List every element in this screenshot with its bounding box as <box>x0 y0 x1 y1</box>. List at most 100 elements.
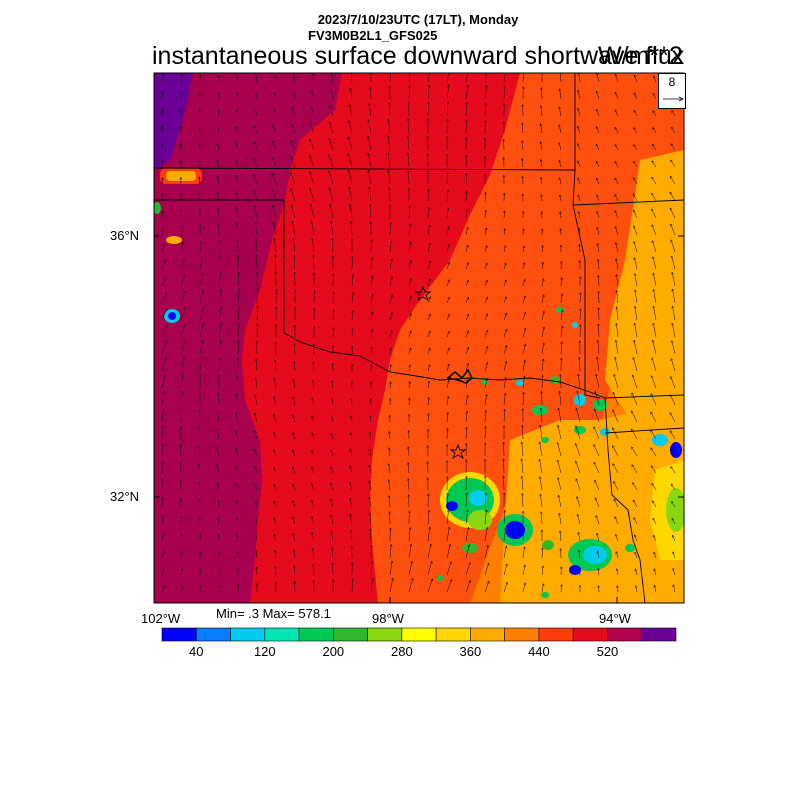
wind-arrow-icon <box>541 195 542 202</box>
wind-arrow-icon <box>199 127 200 134</box>
wind-arrow-icon <box>522 459 524 474</box>
wind-arrow-icon <box>653 111 657 117</box>
wind-arrow-icon <box>635 323 638 338</box>
wind-arrow-icon <box>370 205 371 219</box>
wind-arrow-icon <box>408 153 409 168</box>
wind-arrow-icon <box>408 463 409 474</box>
wind-arrow-icon <box>503 330 507 338</box>
wind-arrow-icon <box>294 566 295 576</box>
wind-arrow-icon <box>274 378 277 389</box>
wind-arrow-icon <box>255 518 258 525</box>
wind-arrow-icon <box>161 586 164 593</box>
wind-arrow-icon <box>370 529 371 542</box>
wind-arrow-icon <box>236 412 239 423</box>
wind-arrow-icon <box>523 229 524 236</box>
wind-arrow-icon <box>541 124 543 134</box>
wind-arrow-icon <box>408 479 409 491</box>
wind-arrow-icon <box>633 178 638 185</box>
wind-arrow-icon <box>635 290 638 304</box>
wind-arrow-icon <box>503 528 506 542</box>
wind-arrow-icon <box>652 225 657 236</box>
wind-arrow-icon <box>503 459 504 474</box>
units-title: W/m**2 <box>598 42 683 70</box>
wind-arrow-icon <box>560 212 561 219</box>
wind-arrow-icon <box>389 277 392 287</box>
wind-arrow-icon <box>446 527 449 542</box>
wind-arrow-icon <box>237 535 238 542</box>
wind-arrow-icon <box>651 430 657 440</box>
wind-arrow-icon <box>672 519 676 525</box>
wind-arrow-icon <box>331 516 334 525</box>
wind-arrow-icon <box>652 145 657 151</box>
wind-arrow-icon <box>653 257 657 270</box>
wind-arrow-icon <box>673 552 676 559</box>
wind-arrow-icon <box>615 227 619 236</box>
wind-arrow-icon <box>180 463 181 474</box>
colorbar-label: 40 <box>189 644 204 659</box>
wind-arrow-icon <box>237 376 238 389</box>
wind-arrow-icon <box>389 259 392 270</box>
wind-arrow-icon <box>673 535 676 542</box>
wind-arrow-icon <box>369 104 372 117</box>
wind-arrow-icon <box>598 244 600 253</box>
wind-arrow-icon <box>408 314 411 321</box>
wind-arrow-icon <box>428 398 429 406</box>
wind-arrow-icon <box>597 162 600 168</box>
wind-arrow-icon <box>652 484 657 491</box>
wind-arrow-icon <box>389 330 392 338</box>
wind-arrow-icon <box>579 358 580 372</box>
wind-arrow-icon <box>465 314 468 321</box>
wind-arrow-icon <box>598 586 599 593</box>
wind-reference-box: 8 <box>658 73 686 109</box>
wind-arrow-icon <box>217 144 220 151</box>
wind-arrow-icon <box>408 331 411 338</box>
wind-arrow-icon <box>446 381 449 389</box>
wind-arrow-icon <box>161 533 163 542</box>
wind-arrow-icon <box>351 222 352 236</box>
wind-arrow-icon <box>199 177 200 185</box>
wind-arrow-icon <box>218 93 219 100</box>
wind-arrow-icon <box>352 329 353 338</box>
wind-arrow-icon <box>559 161 562 168</box>
wind-arrow-icon <box>368 170 372 185</box>
wind-arrow-icon <box>542 566 543 576</box>
wind-arrow-icon <box>427 73 430 83</box>
wind-arrow-icon <box>598 569 599 576</box>
wind-arrow-icon <box>313 362 314 372</box>
wind-arrow-icon <box>465 563 470 576</box>
wind-arrow-icon <box>615 110 619 117</box>
wind-arrow-icon <box>181 534 182 542</box>
wind-arrow-icon <box>368 153 372 168</box>
wind-arrow-icon <box>559 408 562 423</box>
wind-arrow-icon <box>560 375 561 389</box>
colorbar-swatch <box>641 627 677 642</box>
wind-arrow-icon <box>522 442 524 457</box>
wind-arrow-icon <box>484 263 487 270</box>
wind-arrow-icon <box>446 562 451 576</box>
wind-arrow-icon <box>616 259 619 270</box>
wind-arrow-icon <box>199 500 200 508</box>
wind-arrow-icon <box>370 432 371 440</box>
wind-arrow-icon <box>219 358 220 372</box>
wind-arrow-icon <box>369 187 372 202</box>
wind-arrow-icon <box>576 426 581 440</box>
wind-arrow-icon <box>634 128 638 134</box>
wind-arrow-icon <box>560 73 561 83</box>
map-frame <box>153 72 685 604</box>
wind-arrow-icon <box>218 518 219 525</box>
colorbar-swatch <box>401 627 437 642</box>
wind-arrow-icon <box>598 260 599 270</box>
wind-arrow-icon <box>180 308 185 321</box>
wind-arrow-icon <box>635 569 638 576</box>
wind-arrow-icon <box>654 552 657 559</box>
state-boundaries <box>154 73 684 603</box>
wind-arrow-icon <box>294 361 295 372</box>
wind-arrow-icon <box>408 561 412 576</box>
wind-arrow-icon <box>389 295 392 304</box>
colorbar-swatch <box>538 627 574 642</box>
wind-arrow-icon <box>237 76 238 83</box>
wind-arrow-icon <box>180 586 183 593</box>
wind-arrow-icon <box>504 511 505 525</box>
wind-arrow-icon <box>503 73 506 83</box>
wind-arrow-icon <box>578 161 581 168</box>
